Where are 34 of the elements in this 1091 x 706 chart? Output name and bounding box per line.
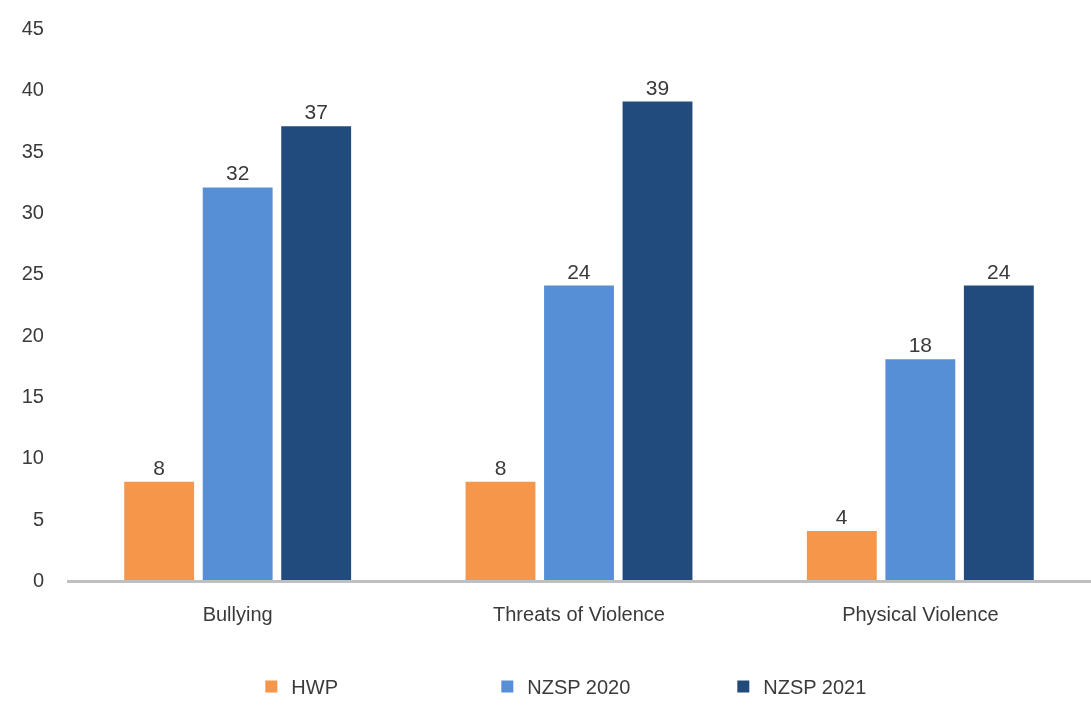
y-tick-label: 10 [21, 446, 44, 469]
bar [885, 359, 956, 580]
data-label: 24 [987, 259, 1011, 283]
x-tick-label: Bullying [202, 603, 273, 625]
y-tick-label: 40 [21, 78, 44, 101]
x-tick-label: Threats of Violence [493, 603, 665, 625]
bar [202, 187, 273, 580]
bar [124, 481, 195, 580]
y-tick-label: 5 [32, 507, 44, 530]
y-tick-label: 20 [21, 323, 44, 346]
data-label: 4 [835, 504, 848, 528]
bar [281, 126, 352, 580]
y-tick-label: 25 [21, 262, 44, 285]
x-tick-label: Physical Violence [842, 603, 999, 625]
y-tick-label: 30 [21, 201, 44, 223]
data-label: 39 [645, 75, 670, 99]
legend-label: HWP [291, 676, 338, 699]
bar [806, 530, 877, 580]
y-tick-label: 45 [21, 17, 44, 39]
legend-label: NZSP 2021 [763, 676, 867, 699]
data-label: 18 [908, 333, 933, 357]
bar [465, 481, 536, 580]
bar [544, 285, 614, 580]
y-tick-label: 35 [21, 139, 44, 162]
legend-label: NZSP 2020 [527, 676, 631, 699]
y-tick-label: 15 [21, 385, 44, 407]
y-tick-label: 0 [32, 569, 44, 591]
data-label: 37 [304, 100, 328, 124]
bar [963, 285, 1034, 580]
bar [622, 101, 693, 580]
data-label: 8 [494, 455, 507, 479]
data-label: 32 [225, 161, 250, 185]
data-label: 8 [153, 455, 165, 479]
data-label: 24 [567, 259, 591, 283]
